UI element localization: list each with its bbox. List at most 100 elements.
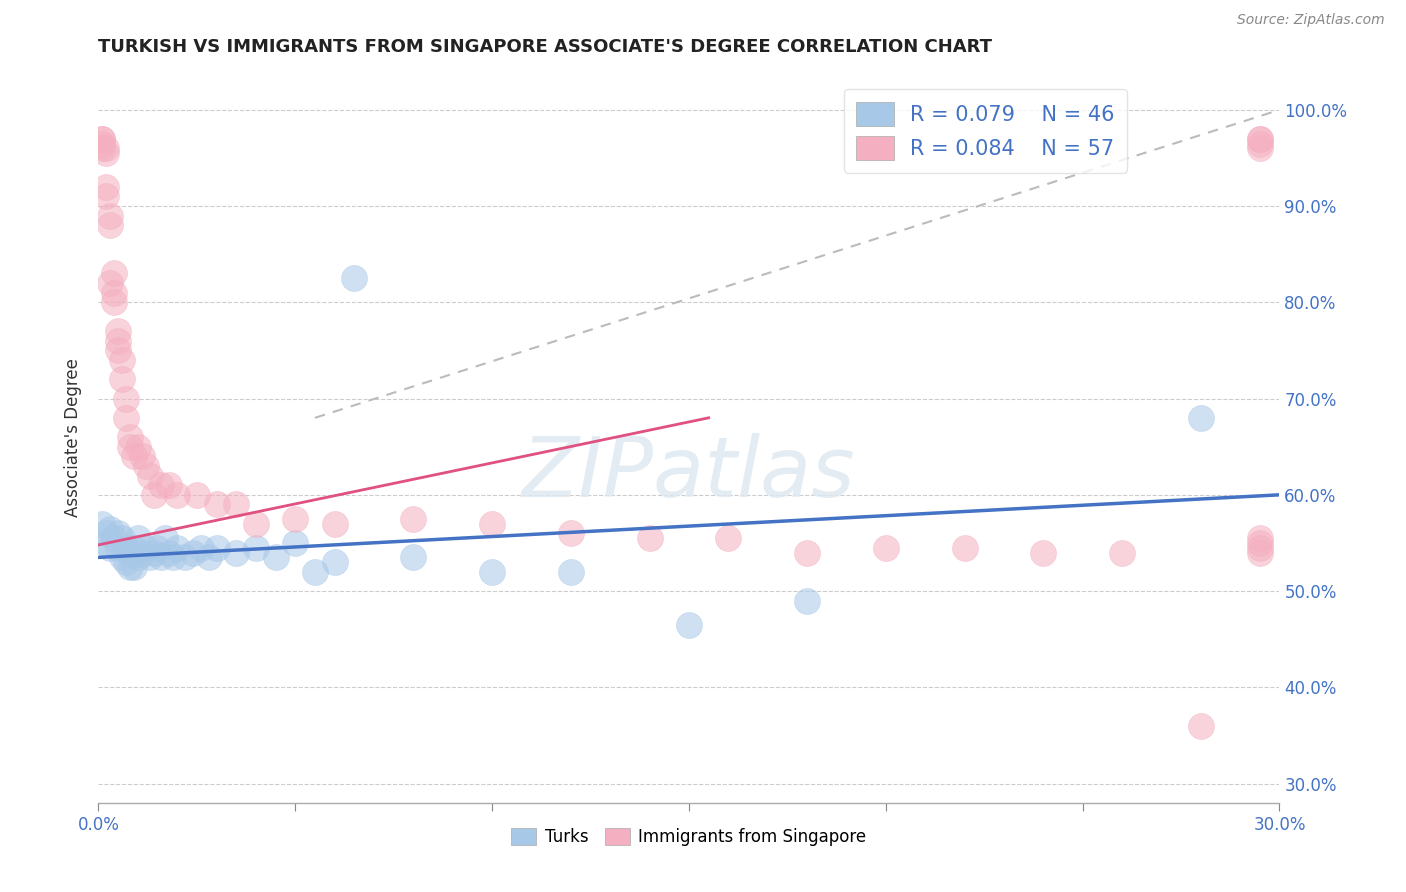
Point [245, 516, 267, 531]
Point [103, 285, 125, 300]
Point [135, 458, 157, 473]
Point [796, 593, 818, 607]
Point [875, 541, 897, 555]
Point [166, 541, 188, 555]
Point [205, 498, 228, 512]
Point [118, 560, 141, 574]
Point [96, 179, 118, 194]
Point [96, 146, 118, 161]
Point [162, 550, 184, 565]
Point [98, 521, 121, 535]
Point [560, 565, 582, 579]
Text: ZIPatlas: ZIPatlas [522, 434, 856, 514]
Point [1032, 545, 1054, 559]
Point [1249, 141, 1271, 155]
Point [1189, 410, 1212, 425]
Point [98, 209, 121, 223]
Point [98, 276, 121, 290]
Point [323, 516, 346, 531]
Point [111, 353, 134, 368]
Point [638, 531, 661, 545]
Point [284, 512, 307, 526]
Point [103, 531, 125, 545]
Point [122, 541, 145, 555]
Point [91, 136, 114, 151]
Point [146, 541, 169, 555]
Point [135, 541, 157, 555]
Point [304, 565, 326, 579]
Point [115, 555, 138, 569]
Point [107, 343, 129, 358]
Point [98, 541, 121, 555]
Point [1111, 545, 1133, 559]
Point [225, 545, 247, 559]
Point [953, 541, 976, 555]
Point [190, 541, 212, 555]
Point [118, 430, 141, 444]
Point [150, 550, 173, 565]
Point [186, 488, 208, 502]
Point [678, 617, 700, 632]
Point [111, 372, 134, 386]
Point [96, 526, 118, 541]
Point [402, 512, 425, 526]
Point [131, 450, 153, 464]
Point [284, 536, 307, 550]
Point [115, 541, 138, 555]
Point [150, 478, 173, 492]
Point [245, 541, 267, 555]
Point [107, 541, 129, 555]
Point [118, 545, 141, 559]
Legend: Turks, Immigrants from Singapore: Turks, Immigrants from Singapore [505, 822, 873, 853]
Point [264, 550, 287, 565]
Point [1249, 136, 1271, 151]
Point [127, 531, 149, 545]
Point [91, 132, 114, 146]
Point [111, 550, 134, 565]
Point [1249, 531, 1271, 545]
Point [205, 541, 228, 555]
Point [1189, 719, 1212, 733]
Point [1249, 536, 1271, 550]
Point [127, 550, 149, 565]
Point [157, 478, 180, 492]
Point [122, 560, 145, 574]
Point [197, 550, 219, 565]
Point [155, 531, 177, 545]
Point [115, 410, 138, 425]
Point [138, 468, 160, 483]
Point [91, 132, 114, 146]
Point [98, 219, 121, 233]
Point [157, 545, 180, 559]
Point [481, 516, 503, 531]
Point [122, 450, 145, 464]
Point [225, 498, 247, 512]
Point [481, 565, 503, 579]
Point [91, 516, 114, 531]
Point [96, 189, 118, 203]
Point [96, 536, 118, 550]
Point [142, 488, 165, 502]
Point [402, 550, 425, 565]
Point [96, 141, 118, 155]
Point [111, 531, 134, 545]
Point [323, 555, 346, 569]
Text: Source: ZipAtlas.com: Source: ZipAtlas.com [1237, 13, 1385, 27]
Point [107, 324, 129, 338]
Point [343, 271, 366, 285]
Point [181, 545, 204, 559]
Point [103, 295, 125, 310]
Point [560, 526, 582, 541]
Point [1249, 545, 1271, 559]
Point [717, 531, 740, 545]
Point [115, 392, 138, 406]
Point [91, 141, 114, 155]
Y-axis label: Associate's Degree: Associate's Degree [65, 358, 83, 516]
Point [118, 440, 141, 454]
Text: TURKISH VS IMMIGRANTS FROM SINGAPORE ASSOCIATE'S DEGREE CORRELATION CHART: TURKISH VS IMMIGRANTS FROM SINGAPORE ASS… [98, 38, 993, 56]
Point [796, 545, 818, 559]
Point [131, 545, 153, 559]
Point [142, 545, 165, 559]
Point [107, 334, 129, 348]
Point [1249, 541, 1271, 555]
